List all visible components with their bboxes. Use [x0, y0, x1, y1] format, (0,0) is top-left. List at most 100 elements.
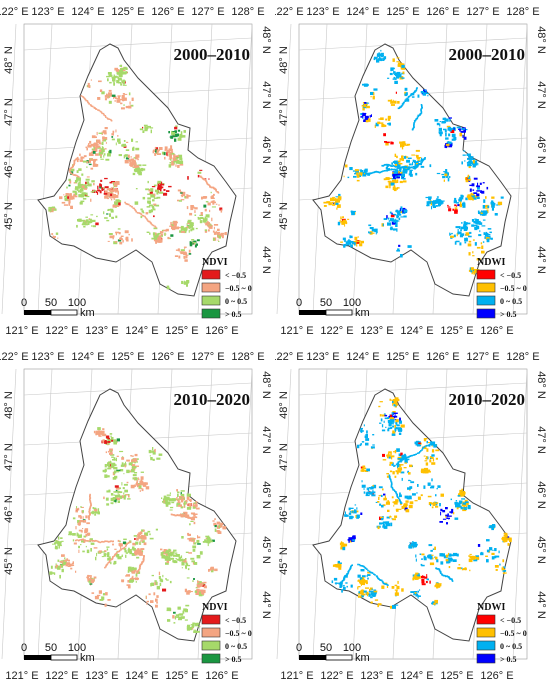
change-pixel: [412, 167, 414, 169]
change-pixel: [222, 235, 224, 239]
change-pixel: [132, 147, 135, 151]
change-pixel: [72, 190, 77, 193]
change-pixel: [333, 202, 335, 204]
change-pixel: [96, 164, 99, 167]
change-pixel: [421, 468, 425, 472]
change-pixel: [108, 489, 111, 493]
change-pixel: [136, 480, 139, 482]
change-pixel: [113, 441, 117, 445]
change-pixel: [429, 456, 432, 458]
change-pixel: [152, 199, 155, 202]
change-pixel: [446, 522, 448, 525]
change-pixel: [389, 398, 391, 401]
change-pixel: [210, 191, 212, 194]
change-pixel: [79, 159, 84, 162]
change-pixel: [387, 509, 390, 512]
change-pixel: [391, 456, 393, 460]
legend-label: > 0.5: [225, 655, 242, 664]
map-frame: [23, 368, 253, 660]
change-pixel: [458, 505, 462, 508]
change-pixel: [191, 538, 196, 540]
change-pixel: [480, 242, 483, 245]
change-pixel: [386, 169, 389, 172]
change-pixel: [192, 545, 197, 549]
change-pixel: [166, 287, 171, 290]
change-pixel: [128, 566, 132, 570]
change-pixel: [85, 545, 87, 548]
change-pixel: [439, 503, 441, 507]
change-pixel: [119, 241, 123, 245]
change-pixel: [146, 206, 151, 208]
change-pixel: [190, 208, 194, 211]
change-pixel: [184, 608, 188, 613]
change-pixel: [128, 462, 133, 466]
change-pixel: [385, 142, 389, 146]
change-pixel: [417, 441, 420, 444]
change-pixel: [215, 203, 218, 205]
change-pixel: [368, 173, 370, 175]
change-pixel: [112, 196, 116, 199]
change-pixel: [359, 444, 362, 447]
change-pixel: [145, 188, 150, 191]
change-pixel: [440, 200, 445, 202]
change-pixel: [137, 549, 141, 553]
scale-label-0: 0: [21, 642, 27, 654]
lon-tick-label: 124° E: [346, 351, 379, 363]
change-pixel: [182, 135, 186, 138]
change-pixel: [120, 83, 123, 86]
change-pixel: [339, 583, 342, 587]
scale-bar: 0 50 100 km: [21, 297, 95, 319]
change-pixel: [185, 500, 188, 503]
change-pixel: [416, 442, 420, 445]
change-pixel: [458, 500, 463, 502]
change-pixel: [338, 566, 342, 570]
change-pixel: [339, 582, 343, 585]
change-pixel: [123, 473, 125, 475]
change-pixel: [349, 515, 353, 520]
change-pixel: [97, 511, 100, 515]
change-pixel: [68, 184, 71, 187]
change-pixel: [404, 507, 408, 511]
change-pixel: [431, 506, 434, 509]
change-pixel: [335, 564, 338, 568]
change-pixel: [130, 158, 134, 161]
change-pixel: [51, 233, 54, 235]
change-pixel: [99, 430, 102, 434]
change-pixel: [168, 559, 171, 561]
change-pixel: [156, 153, 161, 155]
change-pixel: [117, 191, 119, 195]
change-pixel: [139, 565, 141, 568]
change-pixel: [89, 578, 93, 581]
change-pixel: [402, 143, 407, 146]
change-pixel: [75, 539, 77, 542]
change-pixel: [354, 236, 358, 240]
change-pixel: [198, 626, 201, 628]
change-pixel: [113, 74, 115, 78]
change-pixel: [449, 232, 451, 236]
change-pixel: [338, 195, 340, 199]
change-pixel: [393, 220, 396, 223]
change-pixel: [180, 131, 183, 135]
change-pixel: [174, 138, 177, 142]
change-pixel: [382, 504, 386, 507]
change-pixel: [68, 531, 72, 535]
scale-bar: 0 50 100 km: [296, 297, 370, 319]
change-pixel: [392, 99, 394, 103]
change-pixel: [126, 481, 129, 484]
change-pixel: [106, 188, 110, 191]
change-pixel: [430, 486, 435, 489]
lon-tick-label: 125° E: [165, 670, 198, 682]
change-pixel: [408, 504, 413, 509]
change-pixel: [351, 510, 353, 513]
change-pixel: [432, 601, 435, 605]
change-pixel: [437, 584, 441, 586]
change-pixel: [76, 224, 78, 228]
change-pixel: [153, 197, 158, 199]
change-pixel: [85, 528, 88, 532]
change-pixel: [214, 188, 216, 191]
change-pixel: [410, 481, 415, 484]
change-pixel: [99, 190, 102, 194]
change-pixel: [439, 521, 443, 523]
change-pixel: [358, 563, 361, 566]
